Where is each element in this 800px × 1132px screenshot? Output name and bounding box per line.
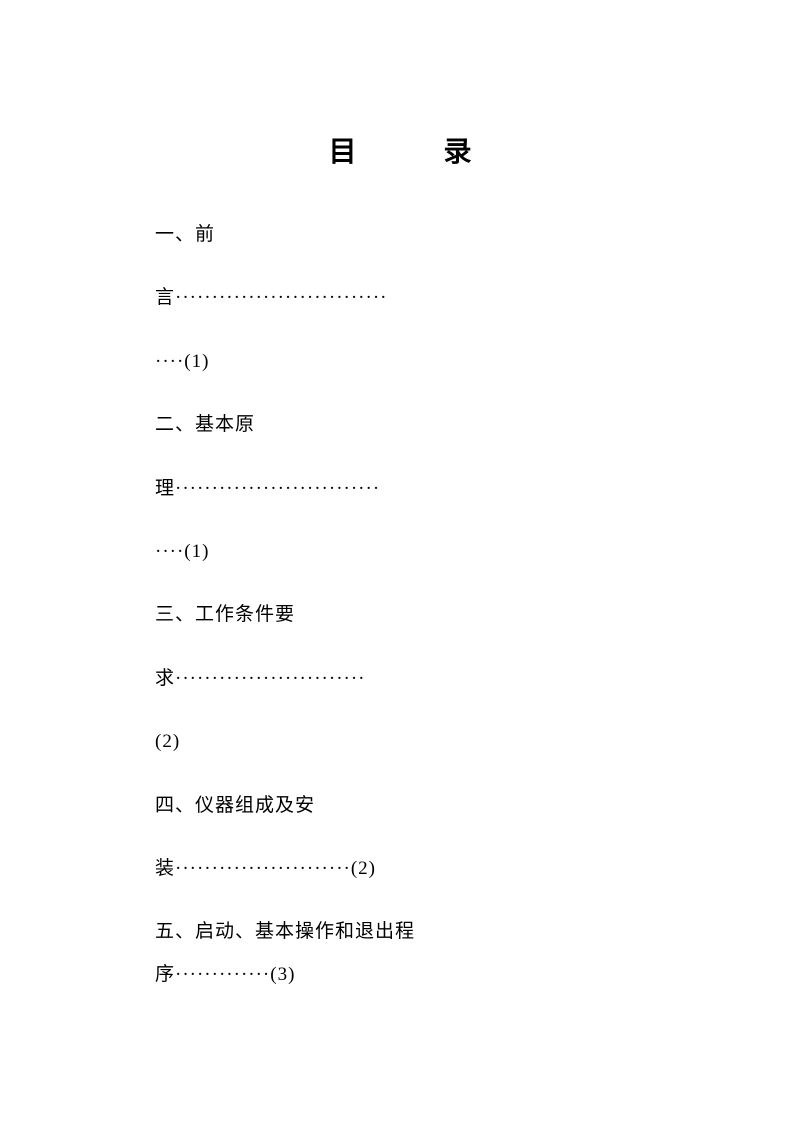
toc-line-2: 言····························· — [155, 283, 645, 313]
toc-line-13: 序·············(3) — [155, 960, 645, 990]
toc-line-5: 理···························· — [155, 474, 645, 504]
toc-line-12: 五、启动、基本操作和退出程 — [155, 917, 645, 947]
toc-line-9: (2) — [155, 727, 645, 757]
toc-line-1: 一、前 — [155, 220, 645, 250]
toc-line-7: 三、工作条件要 — [155, 600, 645, 630]
toc-line-8: 求·························· — [155, 664, 645, 694]
toc-line-6: ····(1) — [155, 537, 645, 567]
toc-line-11: 装························(2) — [155, 854, 645, 884]
toc-line-4: 二、基本原 — [155, 410, 645, 440]
toc-line-3: ····(1) — [155, 347, 645, 377]
toc-line-10: 四、仪器组成及安 — [155, 791, 645, 821]
page-title: 目 录 — [155, 130, 645, 170]
